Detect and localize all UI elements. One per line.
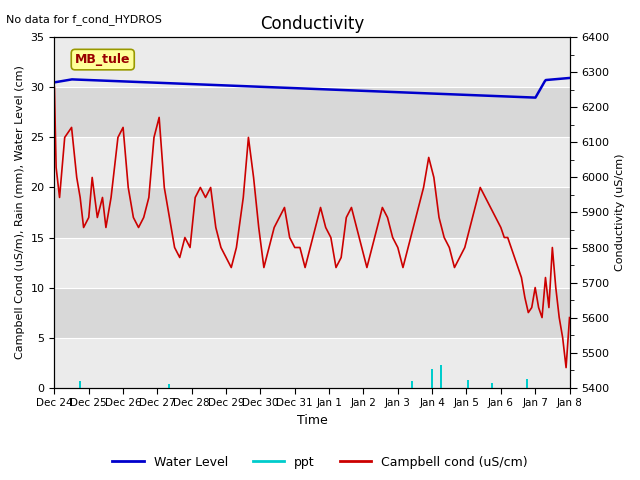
Y-axis label: Conductivity (uS/cm): Conductivity (uS/cm)	[615, 154, 625, 271]
Bar	[467, 380, 469, 388]
Bar	[54, 337, 570, 388]
Y-axis label: Campbell Cond (uS/m), Rain (mm), Water Level (cm): Campbell Cond (uS/m), Rain (mm), Water L…	[15, 66, 25, 360]
Text: No data for f_cond_HYDROS: No data for f_cond_HYDROS	[6, 14, 163, 25]
Bar	[54, 37, 570, 87]
Bar	[54, 288, 570, 337]
Bar	[431, 369, 433, 388]
Bar	[440, 365, 442, 388]
Bar	[54, 137, 570, 188]
Bar	[525, 379, 527, 388]
Bar	[54, 87, 570, 137]
Legend: Water Level, ppt, Campbell cond (uS/cm): Water Level, ppt, Campbell cond (uS/cm)	[108, 451, 532, 474]
Bar	[54, 188, 570, 238]
Title: Conductivity: Conductivity	[260, 15, 364, 33]
Text: MB_tule: MB_tule	[75, 53, 131, 66]
Bar	[410, 381, 413, 388]
Bar	[492, 383, 493, 388]
X-axis label: Time: Time	[296, 414, 327, 427]
Bar	[79, 381, 81, 388]
Bar	[54, 238, 570, 288]
Bar	[168, 384, 170, 388]
